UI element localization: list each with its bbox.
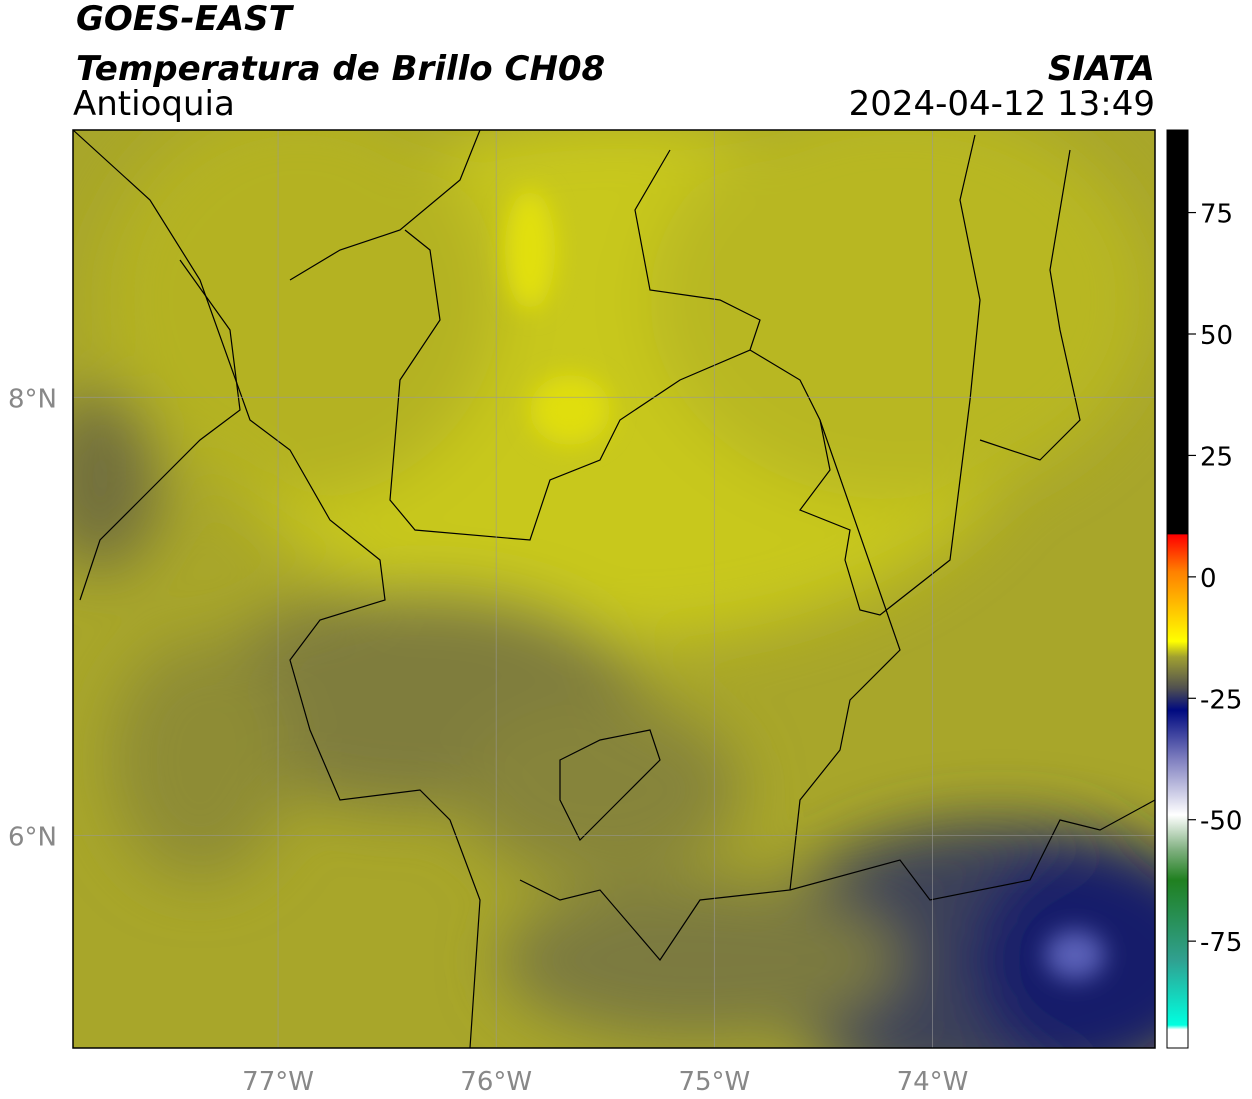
x-tick-label: 75°W — [678, 1067, 750, 1097]
title-line1: GOES-EAST — [76, 0, 295, 39]
map-image — [73, 130, 1155, 1048]
x-tick-label: 76°W — [460, 1067, 532, 1097]
x-tick-label: 74°W — [897, 1067, 969, 1097]
colorbar-tick-label: -50 — [1200, 807, 1242, 837]
title-line2: Temperatura de Brillo CH08 — [76, 49, 605, 89]
y-tick-label: 8°N — [8, 384, 57, 414]
colorbar — [1166, 129, 1189, 1049]
y-tick-label: 6°N — [8, 822, 57, 852]
graticule — [73, 130, 1155, 1048]
colorbar-tick-label: 25 — [1200, 442, 1233, 472]
x-tick-label: 77°W — [242, 1067, 314, 1097]
datetime: 2024-04-12 13:49 — [849, 84, 1155, 124]
colorbar-tick-label: -25 — [1200, 685, 1242, 715]
colorbar-tick-label: 50 — [1200, 321, 1233, 351]
region: Antioquia — [73, 84, 235, 124]
map-frame — [72, 129, 1156, 1049]
colorbar-tick-label: 75 — [1200, 200, 1233, 230]
colorbar-tick-label: 0 — [1200, 564, 1217, 594]
source: SIATA — [1048, 49, 1155, 89]
colorbar-tick-label: -75 — [1200, 928, 1242, 958]
